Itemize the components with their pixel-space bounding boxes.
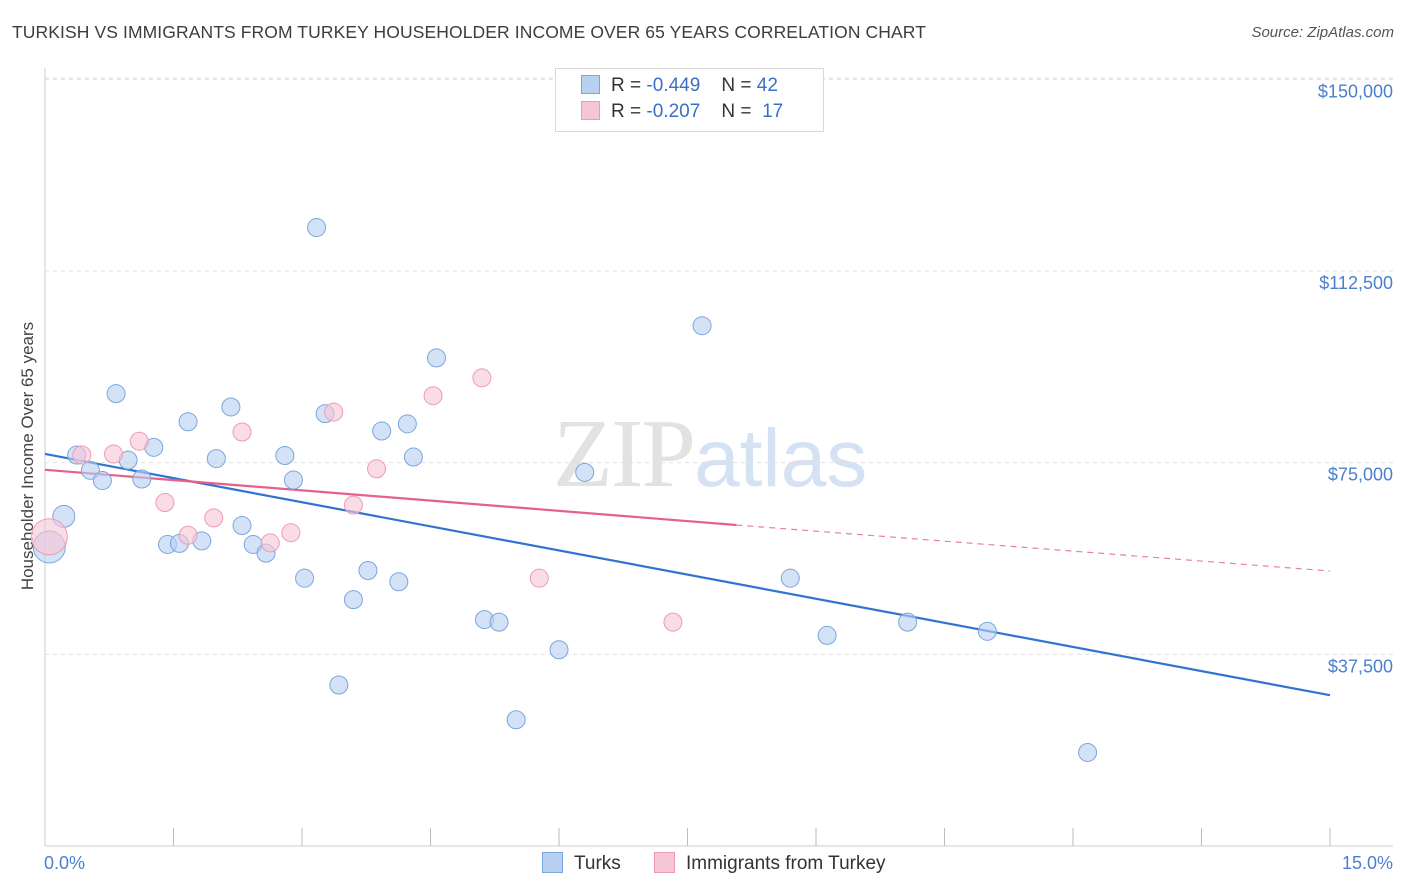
turks-point	[389, 572, 409, 592]
turks-n-label: N =	[721, 75, 752, 96]
trend-lines	[44, 452, 1331, 697]
y-tick-label: $112,500	[1319, 273, 1393, 293]
turks-point	[780, 568, 800, 588]
watermark-zip: ZIP	[553, 400, 696, 508]
x-tick-label: 15.0%	[1342, 853, 1393, 873]
turks-point	[403, 447, 423, 467]
immigrants-point	[367, 459, 387, 479]
source-credit: Source: ZipAtlas.com	[1251, 24, 1394, 41]
turks-n-value: 42	[756, 75, 778, 96]
turks-point	[489, 612, 509, 632]
turks-point	[329, 675, 349, 695]
turks-point	[206, 449, 226, 469]
turks-r-value: -0.449	[646, 75, 701, 96]
turks-point	[358, 561, 378, 581]
legend-row-turks: R = -0.449 N = 42	[581, 75, 778, 101]
legend-row-immigrants: R = -0.207 N = 17	[581, 101, 783, 127]
immigrants-point	[281, 523, 301, 543]
turks-point	[692, 316, 712, 336]
y-tick-label: $150,000	[1318, 81, 1393, 101]
y-tick-label: $37,500	[1328, 656, 1393, 676]
turks-r-label: R =	[611, 75, 642, 96]
turks-point	[295, 568, 315, 588]
watermark-atlas: atlas	[694, 413, 868, 504]
turks-trend-line	[44, 452, 1331, 697]
turks-legend-swatch	[542, 852, 563, 873]
immigrants-n-label: N =	[721, 101, 752, 122]
immigrants-point	[343, 495, 363, 515]
gridlines	[45, 77, 1393, 655]
immigrants-point	[155, 493, 175, 513]
turks-point	[575, 462, 595, 482]
turks-point	[283, 470, 303, 490]
turks-swatch	[581, 75, 600, 94]
immigrants-swatch	[581, 101, 600, 120]
immigrants-point	[423, 386, 443, 406]
immigrants-point	[232, 422, 252, 442]
turks-point	[232, 516, 252, 536]
immigrants-point	[178, 525, 198, 545]
turks-point	[106, 384, 126, 404]
x-tick-label: 0.0%	[44, 853, 85, 873]
watermark: ZIPatlas	[553, 398, 867, 510]
turks-point	[372, 421, 392, 441]
turks-point	[178, 412, 198, 432]
immigrants-point	[72, 445, 92, 465]
immigrants-point	[529, 568, 549, 588]
correlation-legend: R = -0.449 N = 42 R = -0.207 N = 17	[555, 68, 824, 132]
turks-point	[1078, 742, 1098, 762]
turks-point	[221, 397, 241, 417]
immigrants-n-value: 17	[762, 101, 784, 122]
axes	[44, 68, 1393, 847]
immigrants-trend-line	[44, 468, 737, 527]
legend-item-turks: Turks	[542, 852, 621, 875]
turks-point	[817, 625, 837, 645]
immigrants-legend-label: Immigrants from Turkey	[686, 853, 886, 874]
immigrants-point	[30, 518, 68, 556]
immigrants-r-value: -0.207	[646, 101, 701, 122]
turks-point	[397, 414, 417, 434]
immigrants-point	[472, 368, 492, 388]
turks-point	[549, 640, 569, 660]
immigrants-trend-extension	[736, 524, 1331, 572]
turks-point	[132, 469, 152, 489]
turks-point	[275, 446, 295, 466]
immigrants-point	[260, 533, 280, 553]
immigrants-point	[324, 402, 344, 422]
turks-point	[343, 590, 363, 610]
turks-point	[307, 218, 327, 238]
turks-point	[92, 471, 112, 491]
turks-point	[898, 612, 918, 632]
immigrants-point	[663, 612, 683, 632]
legend-item-immigrants: Immigrants from Turkey	[654, 852, 886, 875]
data-points	[30, 218, 1098, 762]
turks-point	[506, 710, 526, 730]
tick-labels: $37,500 $75,000 $112,500 $150,000 0.0% 15.0%	[44, 81, 1393, 873]
immigrants-point	[104, 444, 124, 464]
turks-legend-label: Turks	[574, 853, 621, 874]
turks-point	[977, 621, 997, 641]
turks-point	[426, 348, 446, 368]
immigrants-legend-swatch	[654, 852, 675, 873]
chart-title: TURKISH VS IMMIGRANTS FROM TURKEY HOUSEH…	[12, 22, 927, 42]
immigrants-r-label: R =	[611, 101, 642, 122]
immigrants-point	[129, 431, 149, 451]
immigrants-point	[204, 508, 224, 528]
y-tick-label: $75,000	[1328, 465, 1393, 485]
